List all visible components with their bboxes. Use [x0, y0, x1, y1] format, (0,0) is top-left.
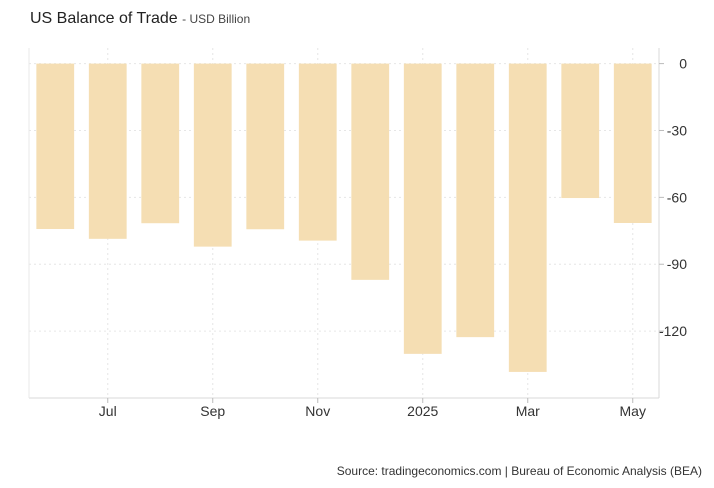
chart-subtitle-separator: - [182, 12, 190, 26]
y-tick-label: 0 [679, 56, 687, 72]
y-tick-label: -120 [659, 323, 687, 339]
bar[interactable] [298, 63, 337, 241]
source-note: Source: tradingeconomics.com | Bureau of… [336, 464, 702, 478]
chart-title-row: US Balance of Trade - USD Billion [30, 10, 250, 28]
chart-subtitle: USD Billion [189, 12, 251, 26]
bar[interactable] [456, 63, 495, 338]
bar[interactable] [193, 63, 232, 247]
bar[interactable] [246, 63, 285, 230]
bars-group [36, 63, 652, 372]
x-tick-label: Sep [200, 403, 225, 419]
bar[interactable] [561, 63, 600, 199]
chart-title: US Balance of Trade [30, 10, 178, 27]
x-axis-ticks: Jul Sep Nov 2025 Mar May [99, 398, 646, 419]
x-tick-label: 2025 [407, 403, 438, 419]
x-tick-label: May [620, 403, 646, 419]
bar[interactable] [36, 63, 75, 230]
plot-frame [28, 48, 660, 399]
bar[interactable] [613, 63, 652, 223]
y-tick-label: -90 [667, 256, 687, 272]
bar[interactable] [141, 63, 180, 224]
x-tick-label: Jul [99, 403, 117, 419]
y-tick-label: -30 [667, 122, 687, 138]
y-tick-label: -60 [667, 189, 687, 205]
bar[interactable] [351, 63, 390, 280]
bar[interactable] [403, 63, 442, 354]
x-tick-label: Mar [516, 403, 540, 419]
y-axis-ticks: 0 -30 -60 -90 -120 [659, 56, 687, 340]
x-tick-label: Nov [305, 403, 330, 419]
bar[interactable] [88, 63, 127, 239]
bar[interactable] [508, 63, 547, 372]
